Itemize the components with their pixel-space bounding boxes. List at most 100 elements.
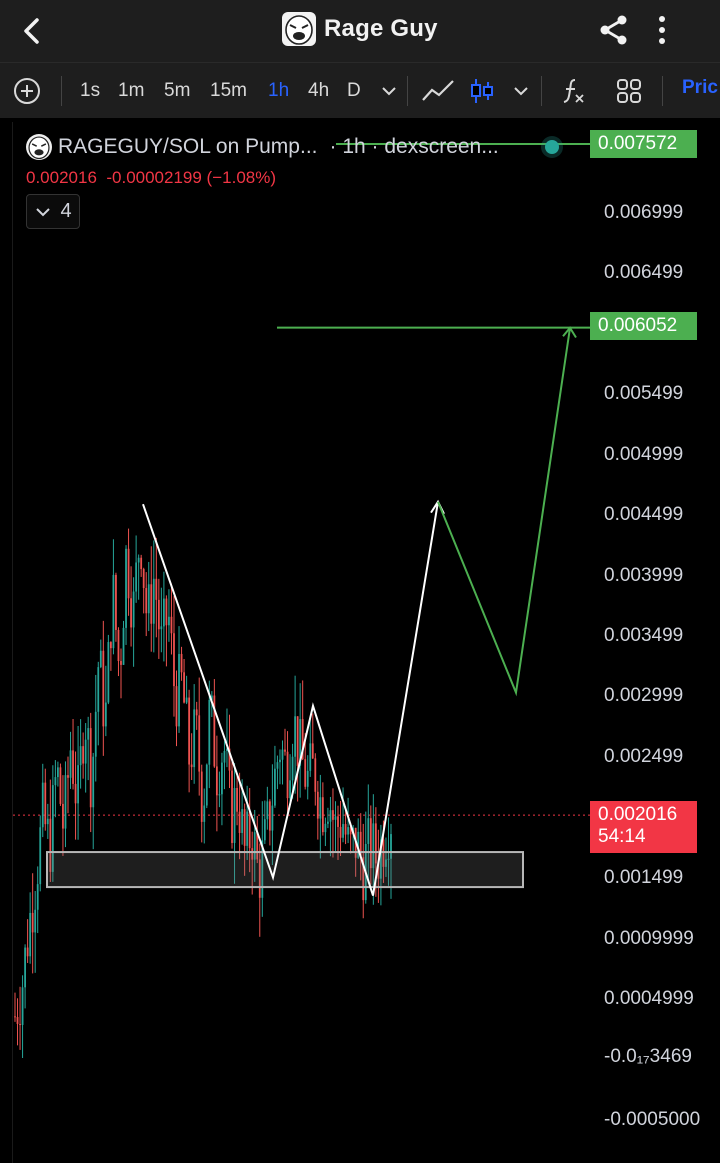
candle-body: [109, 642, 112, 649]
more-vertical-icon: [659, 16, 665, 44]
candle-body: [49, 818, 52, 872]
axis-label: 0.002999: [604, 685, 684, 706]
interval-1s[interactable]: 1s: [80, 80, 101, 101]
candle-countdown: 54:14: [598, 826, 646, 847]
candle-body: [185, 697, 188, 703]
candle-body: [150, 584, 153, 624]
candle-body: [271, 805, 274, 831]
symbol-legend[interactable]: RAGEGUY/SOL on Pump... · 1h · dexscreen.…: [26, 133, 499, 161]
candle-body: [135, 562, 138, 592]
candle-body: [120, 661, 122, 665]
candle-body: [248, 811, 251, 849]
toolbar-divider: [662, 76, 663, 106]
candle-body: [137, 557, 140, 563]
candle-body: [188, 697, 191, 765]
line-chart-button[interactable]: [420, 76, 456, 106]
candle-body: [329, 810, 332, 822]
toolbar-divider: [407, 76, 408, 106]
candle-body: [236, 787, 238, 812]
candle-body: [84, 739, 87, 764]
back-button[interactable]: [14, 13, 50, 49]
candle-body: [104, 702, 107, 727]
candle-body: [210, 695, 213, 700]
candle-body: [332, 810, 334, 820]
candle-body: [233, 787, 236, 843]
candlestick-button[interactable]: [467, 76, 497, 106]
target-price-mid-tag: 0.006052: [590, 312, 697, 340]
indicators-count: 4: [60, 200, 72, 222]
candle-body: [349, 827, 352, 835]
candle-body: [263, 819, 266, 841]
legend-last-price: 0.002016: [26, 168, 97, 187]
candle-body: [223, 750, 226, 763]
candle-body: [213, 695, 216, 767]
candle-body: [372, 823, 375, 869]
trend-line-icon: [422, 80, 454, 101]
indicators-button[interactable]: [558, 76, 588, 106]
add-symbol-button[interactable]: [12, 76, 42, 106]
candle-body: [276, 762, 279, 769]
candle-body: [117, 629, 120, 662]
candle-body: [54, 777, 57, 786]
interval-d[interactable]: D: [347, 80, 361, 101]
candle-body: [342, 824, 344, 838]
candle-body: [79, 746, 82, 766]
interval-5m[interactable]: 5m: [164, 80, 191, 101]
candle-body: [92, 756, 95, 808]
candle-body: [155, 578, 158, 600]
candle-body: [67, 775, 69, 778]
legend-symbol: RAGEGUY/SOL on Pump...: [58, 135, 318, 158]
candle-body: [266, 801, 269, 820]
toolbar-divider: [61, 76, 62, 106]
interval-4h[interactable]: 4h: [308, 80, 330, 101]
toolbar-divider: [541, 76, 542, 106]
candle-body: [294, 716, 297, 757]
candle-body: [268, 801, 271, 831]
candle-body: [284, 749, 286, 752]
candle-body: [21, 987, 24, 1025]
candle-body: [162, 598, 165, 627]
candle-body: [89, 728, 92, 808]
share-icon: [600, 15, 627, 45]
share-button[interactable]: [596, 12, 632, 48]
candle-body: [180, 653, 183, 673]
function-icon: [563, 79, 584, 103]
axis-label: 0.0004999: [604, 988, 694, 1009]
candle-body: [215, 766, 218, 796]
current-price-tag: 0.002016 54:14: [590, 801, 697, 853]
candle-body: [390, 834, 392, 859]
axis-label: 0.006499: [604, 262, 684, 283]
price-scale-toggle[interactable]: Pric: [682, 77, 718, 98]
candle-body: [160, 626, 163, 630]
layout-button[interactable]: [614, 76, 644, 106]
more-button[interactable]: [648, 12, 676, 48]
candle-body: [251, 848, 254, 860]
interval-15m[interactable]: 15m: [210, 80, 247, 101]
candle-body: [140, 557, 143, 570]
candle-body: [296, 716, 299, 766]
app-bar: Rage Guy: [0, 0, 720, 62]
candle-body: [205, 764, 208, 806]
candle-body: [337, 816, 339, 827]
axis-label: 0.006999: [604, 202, 684, 223]
candle-body: [200, 771, 203, 822]
candle-body: [132, 591, 135, 628]
chart-type-dropdown[interactable]: [506, 76, 536, 106]
candle-body: [147, 584, 150, 614]
candle-body: [74, 783, 77, 804]
price-chart[interactable]: [13, 122, 720, 1163]
chevron-left-icon: [24, 18, 39, 44]
interval-1h[interactable]: 1h: [268, 80, 290, 101]
candle-body: [152, 578, 155, 624]
indicators-collapse-button[interactable]: 4: [26, 194, 80, 229]
chart-area[interactable]: [12, 122, 720, 1163]
candle-body: [14, 1016, 16, 1018]
candle-body: [314, 758, 317, 792]
interval-1m[interactable]: 1m: [118, 80, 145, 101]
candle-body: [319, 797, 322, 819]
rage-guy-logo: [282, 12, 316, 46]
chevron-down-icon: [514, 87, 528, 96]
interval-dropdown[interactable]: [374, 76, 404, 106]
candle-body: [87, 728, 90, 740]
target-price-high-tag: 0.007572: [590, 130, 697, 158]
